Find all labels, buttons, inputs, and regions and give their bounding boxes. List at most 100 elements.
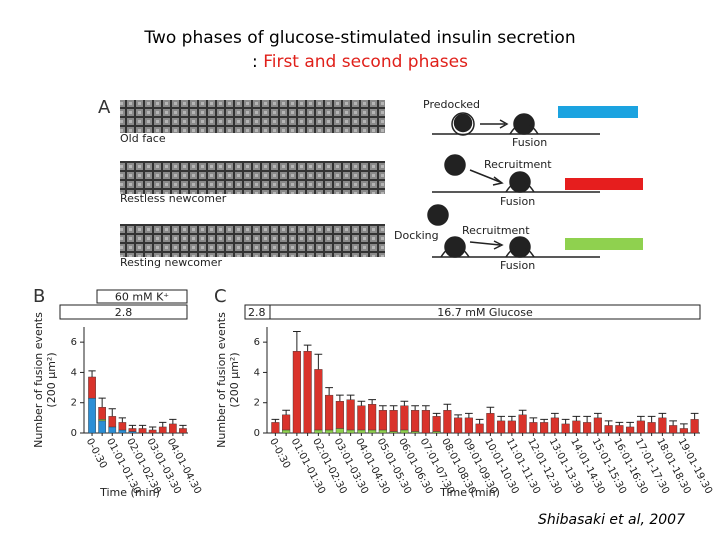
bar-segment (443, 410, 452, 434)
error-bar (325, 387, 333, 396)
error-bar (604, 420, 613, 426)
y-tick-label: 6 (71, 337, 77, 348)
bar-segment (658, 417, 667, 434)
bar-segment (679, 428, 688, 434)
error-bar (118, 417, 126, 423)
error-bar (159, 421, 167, 427)
bar-segment (271, 422, 280, 434)
bar-segment (411, 410, 420, 432)
y-tick-label: 0 (254, 428, 260, 439)
bar-segment (346, 429, 355, 434)
error-bar (128, 424, 137, 429)
error-bar (690, 412, 699, 420)
diagram-label: Recruitment (484, 158, 552, 171)
bar-segment (118, 429, 127, 434)
bar-segment (486, 413, 495, 434)
y-tick-label: 4 (254, 367, 260, 378)
bar-segment (98, 407, 106, 420)
error-bar (303, 344, 312, 352)
error-bar (379, 405, 387, 411)
y-axis-title: Number of fusion events(200 μm²) (215, 312, 241, 448)
bar-segment (158, 426, 167, 434)
bar-segment (604, 425, 613, 434)
y-axis-title: Number of fusion events(200 μm²) (32, 312, 58, 448)
bar-segment (636, 420, 645, 434)
error-bar (583, 415, 591, 423)
error-bar (169, 418, 177, 424)
subtitle: : First and second phases (252, 52, 468, 72)
bar-segment (314, 429, 323, 434)
diagram-label: Fusion (500, 259, 535, 272)
citation: Shibasaki et al, 2007 (538, 512, 685, 528)
row-label: Resting newcomer (120, 256, 222, 269)
error-bar (680, 423, 688, 429)
bar-segment (583, 422, 592, 434)
bar-segment (507, 420, 516, 434)
error-bar (647, 415, 656, 423)
bar-segment (128, 431, 137, 434)
color-key (565, 178, 643, 190)
error-bar (637, 415, 645, 421)
bar-segment (626, 426, 635, 434)
bar-segment (529, 422, 538, 434)
bar-segment (108, 426, 117, 434)
bar-segment (432, 416, 441, 432)
y-axis-title-unit: (200 μm²) (45, 352, 58, 407)
error-bar (551, 412, 559, 418)
bar-segment (169, 423, 177, 434)
y-tick-label: 2 (254, 398, 260, 409)
bar-segment (550, 417, 559, 434)
bar-segment (303, 351, 312, 434)
error-bar (529, 417, 538, 423)
panel-letter: A (98, 97, 111, 118)
error-bar (400, 400, 409, 406)
bar-segment (88, 397, 96, 434)
error-bar (389, 405, 398, 411)
diagram-label: Predocked (423, 98, 480, 111)
error-bar (540, 418, 548, 423)
error-bar (282, 409, 290, 415)
error-bar (138, 424, 147, 429)
bar-segment (647, 422, 656, 434)
condition-label: 16.7 mM Glucose (437, 306, 533, 319)
error-bar (486, 406, 495, 414)
y-axis-title-line: Number of fusion events (32, 312, 45, 448)
x-tick-label: 0-0:30 (267, 437, 292, 471)
bar-segment (292, 351, 301, 434)
bar-segment (335, 428, 344, 434)
diagram-label: Recruitment (462, 224, 530, 237)
bar-segment (400, 405, 409, 431)
bar-segment (138, 428, 147, 434)
error-bar (293, 331, 301, 352)
error-bar (149, 426, 157, 430)
error-bar (108, 408, 116, 417)
bar-segment (282, 429, 291, 434)
panel-letter: B (33, 286, 45, 307)
error-bar (561, 418, 570, 424)
error-bar (518, 409, 527, 415)
error-bar (179, 424, 187, 429)
micrograph (120, 224, 385, 257)
error-bar (271, 418, 280, 423)
bar-segment (561, 423, 570, 434)
error-bar (658, 412, 667, 418)
bar-segment (615, 425, 624, 434)
error-bar (572, 415, 581, 421)
error-bar (314, 353, 323, 370)
bar-segment (368, 404, 377, 431)
color-key (565, 238, 643, 250)
x-axis-title: Time (min) (99, 486, 160, 499)
error-bar (508, 415, 516, 421)
bar-segment (389, 431, 398, 434)
error-bar (465, 412, 473, 418)
error-bar (497, 415, 505, 421)
micrograph (120, 161, 385, 194)
bar-segment (389, 410, 398, 432)
row-label: Restless newcomer (120, 192, 227, 205)
y-tick-label: 2 (71, 398, 77, 409)
bar-segment (690, 419, 699, 434)
bar-segment (540, 422, 549, 434)
bar-segment (314, 369, 323, 431)
